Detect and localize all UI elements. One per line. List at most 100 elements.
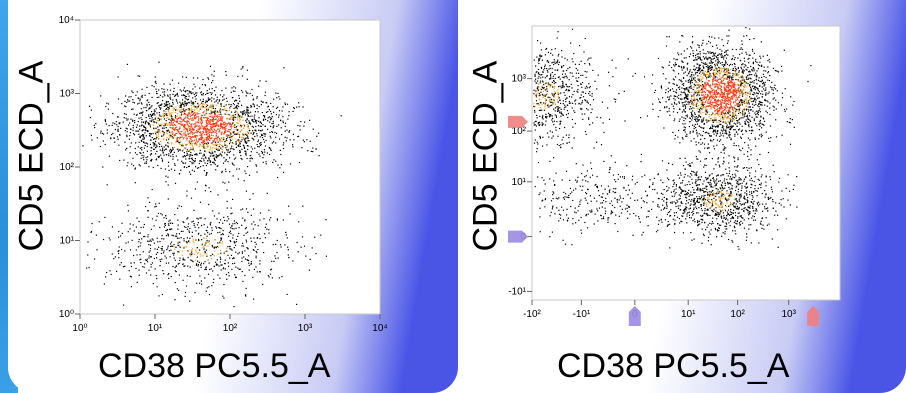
data-point: [245, 120, 247, 122]
data-point: [560, 102, 562, 104]
data-point: [727, 83, 730, 85]
data-point: [179, 141, 181, 143]
data-point: [226, 123, 228, 125]
data-point: [687, 101, 689, 103]
data-point: [234, 87, 237, 89]
data-point: [161, 238, 163, 240]
data-point: [712, 104, 714, 106]
data-point: [271, 131, 273, 133]
data-point: [225, 109, 227, 111]
data-point: [564, 57, 566, 59]
data-point: [688, 56, 690, 58]
data-point: [698, 79, 700, 81]
data-point: [193, 129, 195, 131]
data-point: [171, 105, 173, 107]
data-point: [228, 122, 230, 125]
data-point: [720, 81, 722, 83]
data-point: [742, 90, 744, 92]
data-point: [726, 116, 728, 119]
data-point: [178, 148, 180, 150]
data-point: [174, 214, 176, 216]
data-point: [174, 169, 176, 171]
data-point: [205, 249, 207, 251]
data-point: [189, 136, 191, 138]
data-point: [125, 127, 127, 129]
data-point: [697, 84, 699, 86]
data-point: [224, 121, 226, 123]
data-point: [696, 98, 698, 100]
data-point: [137, 120, 139, 123]
data-point: [740, 79, 742, 82]
data-point: [565, 101, 567, 103]
data-point: [743, 66, 745, 68]
data-point: [189, 275, 191, 278]
data-point: [730, 85, 732, 88]
data-point: [555, 92, 557, 94]
data-point: [714, 92, 716, 94]
data-point: [213, 128, 215, 130]
data-point: [241, 148, 243, 150]
data-point: [221, 90, 223, 92]
data-point: [142, 152, 144, 154]
data-point: [137, 103, 139, 105]
data-point: [668, 81, 670, 84]
data-point: [187, 113, 189, 115]
data-point: [238, 97, 240, 99]
data-point: [191, 235, 193, 237]
data-point: [165, 154, 167, 156]
data-point: [221, 170, 223, 172]
data-point: [755, 99, 757, 101]
data-point: [594, 80, 596, 82]
data-point: [219, 242, 221, 244]
data-point: [183, 134, 185, 136]
data-point: [156, 277, 158, 280]
data-point: [217, 165, 219, 167]
data-point: [734, 70, 736, 72]
data-point: [235, 127, 237, 129]
data-point: [753, 38, 755, 40]
data-point: [236, 111, 239, 113]
data-point: [136, 124, 138, 126]
data-point: [550, 76, 552, 78]
data-point: [564, 106, 566, 108]
data-point: [247, 113, 249, 115]
data-point: [233, 240, 235, 243]
data-point: [222, 181, 224, 183]
data-point: [229, 230, 231, 232]
data-point: [268, 232, 270, 234]
data-point: [723, 58, 725, 60]
data-point: [746, 121, 748, 123]
data-point: [200, 117, 202, 119]
data-point: [128, 96, 130, 98]
data-point: [709, 120, 711, 122]
data-point: [192, 97, 194, 99]
data-point: [230, 254, 233, 256]
data-point: [115, 121, 117, 123]
data-point: [189, 115, 191, 117]
data-point: [714, 37, 716, 39]
data-point: [203, 127, 206, 129]
data-point: [711, 106, 713, 108]
data-point: [248, 122, 250, 124]
data-point: [232, 119, 234, 121]
data-point: [673, 108, 675, 110]
data-point: [193, 170, 195, 172]
data-point: [211, 112, 213, 115]
data-point: [566, 59, 568, 61]
y-axis-title: CD5 ECD_A: [12, 60, 51, 252]
data-point: [144, 94, 146, 96]
data-point: [143, 107, 145, 109]
data-point: [233, 306, 235, 308]
data-point: [271, 277, 273, 279]
data-point: [138, 232, 140, 234]
data-point: [744, 142, 746, 144]
data-point: [544, 98, 546, 100]
data-point: [551, 119, 553, 121]
data-point: [732, 112, 734, 114]
data-point: [765, 76, 767, 79]
data-point: [564, 104, 566, 106]
data-point: [164, 112, 166, 115]
data-point: [542, 118, 544, 120]
data-point: [275, 107, 278, 109]
data-point: [691, 87, 693, 89]
